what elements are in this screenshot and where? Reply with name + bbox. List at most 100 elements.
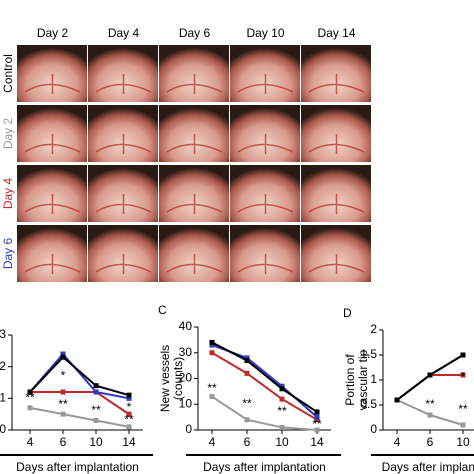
point — [314, 414, 320, 420]
x-tick-label: 6 — [427, 435, 434, 449]
point — [244, 370, 250, 376]
y-tick-label: 1 — [0, 391, 6, 405]
y-tick-label: 30 — [179, 345, 193, 359]
series-line — [211, 351, 318, 421]
y-tick-label: 3 — [0, 327, 6, 341]
point — [460, 352, 466, 358]
y-tick-label: 1 — [370, 372, 377, 386]
y-tick-label: 40 — [179, 319, 193, 333]
column-header: Day 10 — [246, 26, 284, 40]
point — [244, 417, 250, 423]
annotation: * — [461, 370, 466, 384]
y-tick-label: 0 — [370, 422, 377, 436]
y-tick-label: 0.5 — [360, 397, 377, 411]
x-tick-label: 10 — [456, 435, 470, 449]
point — [460, 422, 466, 428]
point — [427, 412, 433, 418]
point — [279, 383, 285, 389]
column-header: Day 4 — [108, 26, 140, 40]
y-tick-label: 10 — [179, 396, 193, 410]
vessels — [308, 134, 365, 154]
row-label: Day 4 — [1, 178, 15, 210]
series-line — [30, 391, 130, 415]
annotation: * — [61, 368, 66, 382]
point — [126, 411, 132, 417]
y-axis-label: New vessels — [158, 345, 172, 412]
point — [60, 389, 66, 395]
point — [209, 342, 215, 348]
point — [427, 372, 433, 378]
series-line — [29, 352, 130, 400]
x-axis-label: Days after implantation — [16, 460, 139, 474]
point — [244, 357, 250, 363]
point — [314, 427, 320, 433]
x-tick-label: 6 — [60, 435, 67, 449]
x-axis-label: Days after implant — [382, 460, 474, 474]
point — [279, 396, 285, 402]
y-axis-label: vascular tip — [356, 349, 370, 410]
annotation: ** — [58, 397, 68, 411]
annotation: ** — [425, 397, 435, 411]
y-tick-label: 2 — [370, 322, 377, 336]
point — [60, 351, 66, 357]
point — [209, 394, 215, 400]
vessels — [24, 254, 81, 274]
x-axis-label: Days after implantation — [203, 460, 326, 474]
annotation: ** — [242, 396, 252, 410]
vessels — [237, 134, 294, 154]
point — [279, 386, 285, 392]
row-label: Day 2 — [1, 118, 15, 150]
series-line — [211, 395, 318, 431]
vessels — [166, 194, 223, 214]
point — [27, 405, 33, 411]
column-header: Day 6 — [179, 26, 211, 40]
series-line — [29, 406, 130, 428]
x-tick-label: 4 — [209, 435, 216, 449]
x-tick-label: 4 — [394, 435, 401, 449]
vessels — [166, 134, 223, 154]
vessels — [237, 74, 294, 94]
point — [314, 417, 320, 423]
point — [93, 383, 99, 389]
annotation: ** — [25, 391, 35, 405]
annotation: ** — [277, 404, 287, 418]
column-header: Day 14 — [317, 26, 355, 40]
x-tick-label: 10 — [275, 435, 289, 449]
x-tick-label: 14 — [122, 435, 136, 449]
y-axis-label: (counts) — [171, 357, 185, 400]
point — [394, 397, 400, 403]
y-axis-label: Portion of — [343, 354, 357, 406]
x-tick-label: 6 — [244, 435, 251, 449]
annotation: ** — [312, 417, 322, 431]
vessels — [95, 254, 152, 274]
point — [209, 350, 215, 356]
point — [244, 355, 250, 361]
annotation: * — [127, 400, 132, 414]
point — [460, 372, 466, 378]
point — [126, 424, 132, 430]
vessels — [24, 194, 81, 214]
point — [126, 395, 132, 401]
column-header: Day 2 — [37, 26, 69, 40]
vessels — [166, 254, 223, 274]
row-label: Day 6 — [1, 238, 15, 270]
point — [93, 389, 99, 395]
point — [209, 339, 215, 345]
series-line — [211, 341, 318, 413]
vessels — [308, 74, 365, 94]
annotation: ** — [91, 403, 101, 417]
vessels — [166, 74, 223, 94]
vessels — [237, 254, 294, 274]
vessels — [308, 254, 365, 274]
vessels — [95, 194, 152, 214]
y-tick-label: 2 — [0, 359, 6, 373]
x-tick-label: 4 — [27, 435, 34, 449]
point — [93, 418, 99, 423]
vessels — [95, 74, 152, 94]
point — [60, 411, 66, 417]
annotation: * — [315, 407, 320, 421]
vessels — [308, 194, 365, 214]
y-tick-label: 1.5 — [360, 347, 377, 361]
vessels — [237, 194, 294, 214]
